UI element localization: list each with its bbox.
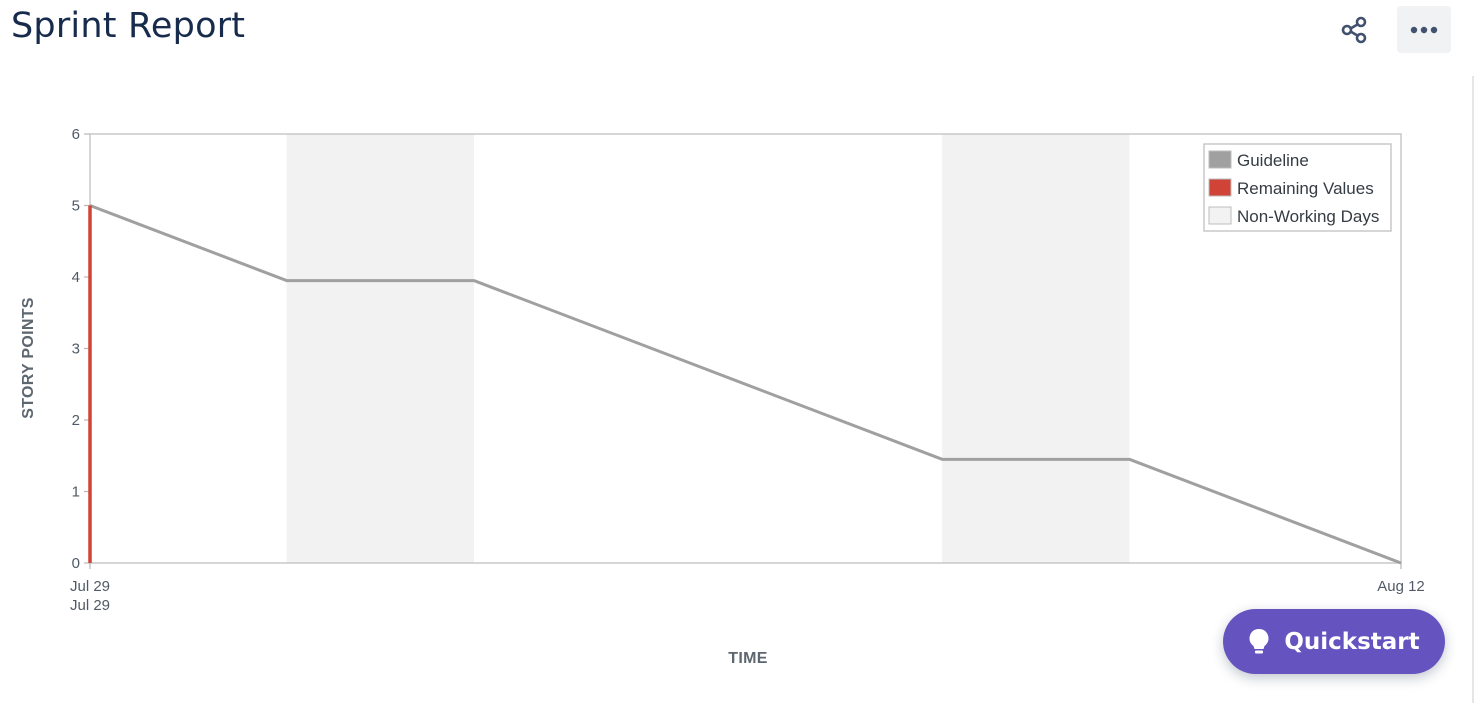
legend-swatch-guideline: [1208, 150, 1232, 169]
scrollbar-track[interactable]: [1472, 76, 1474, 703]
more-horizontal-icon: [1410, 26, 1438, 33]
y-tick-label-1: 1: [72, 484, 80, 501]
y-tick-label-0: 0: [72, 555, 80, 572]
y-tick-label-2: 2: [72, 412, 80, 429]
quickstart-label: Quickstart: [1284, 628, 1420, 655]
x-tick-label-0: Jul 29: [70, 578, 110, 595]
series-layer: [88, 204, 1402, 565]
y-axis-title: STORY POINTS: [20, 297, 37, 419]
share-button[interactable]: [1332, 8, 1376, 52]
quickstart-button[interactable]: Quickstart: [1223, 609, 1445, 674]
x-tick-label-1: Aug 12: [1377, 578, 1425, 595]
series-line-guideline: [89, 204, 1402, 565]
x-tick-sublabel-0: Jul 29: [70, 597, 110, 614]
x-axis-ticks: Jul 29 Jul 29 Aug 12: [70, 563, 1425, 614]
non-working-band-1: [942, 134, 1130, 563]
x-axis-title: TIME: [728, 650, 767, 667]
legend-frame: [1203, 143, 1392, 232]
legend-label-remaining-values: Remaining Values: [1237, 179, 1374, 198]
y-axis-ticks: 0 1 2 3 4 5 6: [72, 126, 90, 572]
non-working-days-layer: [286, 134, 1130, 563]
legend-swatch-non-working-days: [1208, 206, 1232, 225]
share-icon: [1341, 16, 1367, 44]
page-title: Sprint Report: [11, 6, 246, 46]
non-working-band-0: [286, 134, 474, 563]
legend-label-guideline: Guideline: [1237, 151, 1309, 170]
y-tick-label-3: 3: [72, 341, 80, 358]
y-tick-label-5: 5: [72, 198, 80, 215]
legend-swatch-remaining-values: [1208, 178, 1232, 197]
chart-legend: Guideline Remaining Values Non-Working Day…: [1203, 143, 1392, 232]
more-actions-button[interactable]: [1397, 6, 1451, 53]
y-tick-label-6: 6: [72, 126, 80, 143]
y-tick-label-4: 4: [72, 269, 80, 286]
lightbulb-icon: [1249, 628, 1269, 653]
legend-label-non-working-days: Non-Working Days: [1237, 207, 1379, 226]
